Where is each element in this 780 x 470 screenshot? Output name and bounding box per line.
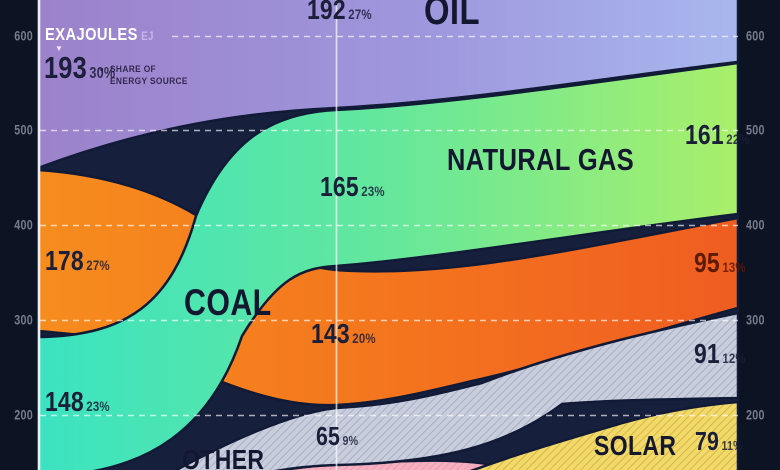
value-other-right: 91 12%: [694, 340, 746, 368]
left-tick-300: 300: [14, 312, 33, 328]
left-axis-margin: [0, 0, 38, 470]
value-coal-right-share: 13%: [722, 259, 746, 275]
left-tick-400: 400: [14, 217, 33, 233]
label-natural-gas-text: NATURAL GAS: [447, 142, 635, 177]
band-solar: [469, 400, 740, 470]
label-coal-text: COAL: [184, 282, 272, 323]
value-gas-left: 148 23%: [45, 388, 110, 416]
right-axis-margin: [739, 0, 780, 470]
label-coal: COAL: [184, 284, 272, 321]
value-oil-left-share: 30%: [89, 65, 116, 82]
label-other: OTHER: [182, 446, 264, 470]
value-oil-middle-share: 27%: [348, 6, 372, 22]
right-tick-500: 500: [746, 122, 765, 138]
left-tick-600: 600: [14, 28, 33, 44]
value-oil-middle: 192 27%: [307, 0, 372, 24]
band-natural-gas: [36, 61, 740, 470]
value-coal-left: 178 27%: [45, 247, 110, 275]
value-coal-right: 95 13%: [694, 249, 746, 277]
value-coal-middle-share: 20%: [352, 330, 376, 346]
annotation-pointer-icon: ◂: [99, 65, 104, 74]
value-other-middle: 65 9%: [316, 423, 358, 449]
value-gas-middle: 165 23%: [320, 173, 385, 201]
left-tick-500: 500: [14, 122, 33, 138]
pointer-arrow-icon: ▼: [55, 44, 63, 53]
value-coal-middle-text: 143: [311, 318, 350, 349]
value-other-right-text: 91: [694, 338, 720, 369]
value-solar-right-text: 79: [695, 426, 720, 456]
annotation-line1: SHARE OF: [110, 64, 157, 75]
annotation-line2: ENERGY SOURCE: [110, 75, 188, 87]
value-gas-left-share: 23%: [86, 398, 110, 414]
right-tick-200: 200: [746, 407, 765, 423]
label-solar: SOLAR: [594, 432, 676, 460]
share-annotation: ◂ SHARE OF ENERGY SOURCE: [99, 64, 188, 88]
right-tick-300: 300: [746, 312, 765, 328]
value-coal-middle: 143 20%: [311, 320, 376, 348]
value-gas-middle-share: 23%: [361, 183, 385, 199]
value-other-middle-text: 65: [316, 421, 341, 451]
unit-abbr: EJ: [141, 31, 154, 43]
value-solar-right: 79 11%: [695, 428, 743, 454]
value-coal-right-text: 95: [694, 247, 720, 278]
label-oil-text: OIL: [424, 0, 480, 33]
value-gas-middle-text: 165: [320, 171, 359, 202]
right-tick-400: 400: [746, 217, 765, 233]
right-tick-600: 600: [746, 28, 765, 44]
value-gas-left-text: 148: [45, 386, 84, 417]
value-oil-middle-text: 192: [307, 0, 346, 25]
value-gas-right: 161 22%: [685, 121, 750, 149]
left-tick-200: 200: [14, 407, 33, 423]
value-oil-left-text: 193: [44, 50, 87, 85]
value-solar-right-share: 11%: [721, 438, 743, 453]
value-gas-right-share: 22%: [726, 131, 750, 147]
value-oil-left: 193 30%: [44, 52, 115, 83]
label-oil: OIL: [424, 0, 480, 31]
label-natural-gas: NATURAL GAS: [447, 144, 634, 175]
unit-label: EXAJOULES: [45, 24, 138, 44]
value-gas-right-text: 161: [685, 119, 724, 150]
label-solar-text: SOLAR: [594, 430, 677, 461]
value-coal-left-share: 27%: [86, 257, 110, 273]
band-oil: [36, 0, 740, 170]
unit-header: EXAJOULES EJ: [45, 24, 154, 44]
value-other-middle-share: 9%: [342, 433, 359, 448]
value-other-right-share: 12%: [722, 350, 746, 366]
label-other-text: OTHER: [182, 444, 265, 470]
value-coal-left-text: 178: [45, 245, 84, 276]
